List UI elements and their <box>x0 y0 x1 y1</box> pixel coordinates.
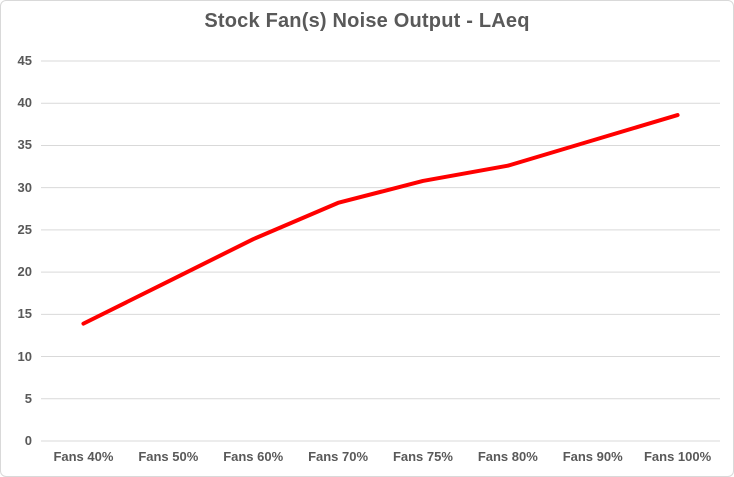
x-tick-label: Fans 75% <box>392 449 453 464</box>
y-tick-label: 40 <box>17 95 32 111</box>
y-tick-label: 25 <box>17 221 32 237</box>
y-tick-label: 30 <box>17 179 32 195</box>
x-tick-label: Fans 100% <box>643 449 712 464</box>
y-tick-label: 45 <box>17 53 32 68</box>
y-tick-label: 15 <box>17 306 32 322</box>
x-tick-label: Fans 60% <box>223 449 284 464</box>
x-tick-label: Fans 90% <box>562 449 623 464</box>
x-tick-label: Fans 40% <box>53 449 114 464</box>
series-line-laeq <box>81 113 680 326</box>
y-tick-label: 0 <box>24 433 32 448</box>
chart-title: Stock Fan(s) Noise Output - LAeq <box>204 10 530 32</box>
y-tick-label: 35 <box>17 137 32 153</box>
x-tick-label: Fans 70% <box>308 449 369 464</box>
x-tick-label: Fans 50% <box>138 449 199 464</box>
x-tick-label: Fans 80% <box>477 449 538 464</box>
y-tick-label: 5 <box>24 390 32 406</box>
y-tick-label: 20 <box>17 264 32 280</box>
y-tick-label: 10 <box>17 348 32 364</box>
